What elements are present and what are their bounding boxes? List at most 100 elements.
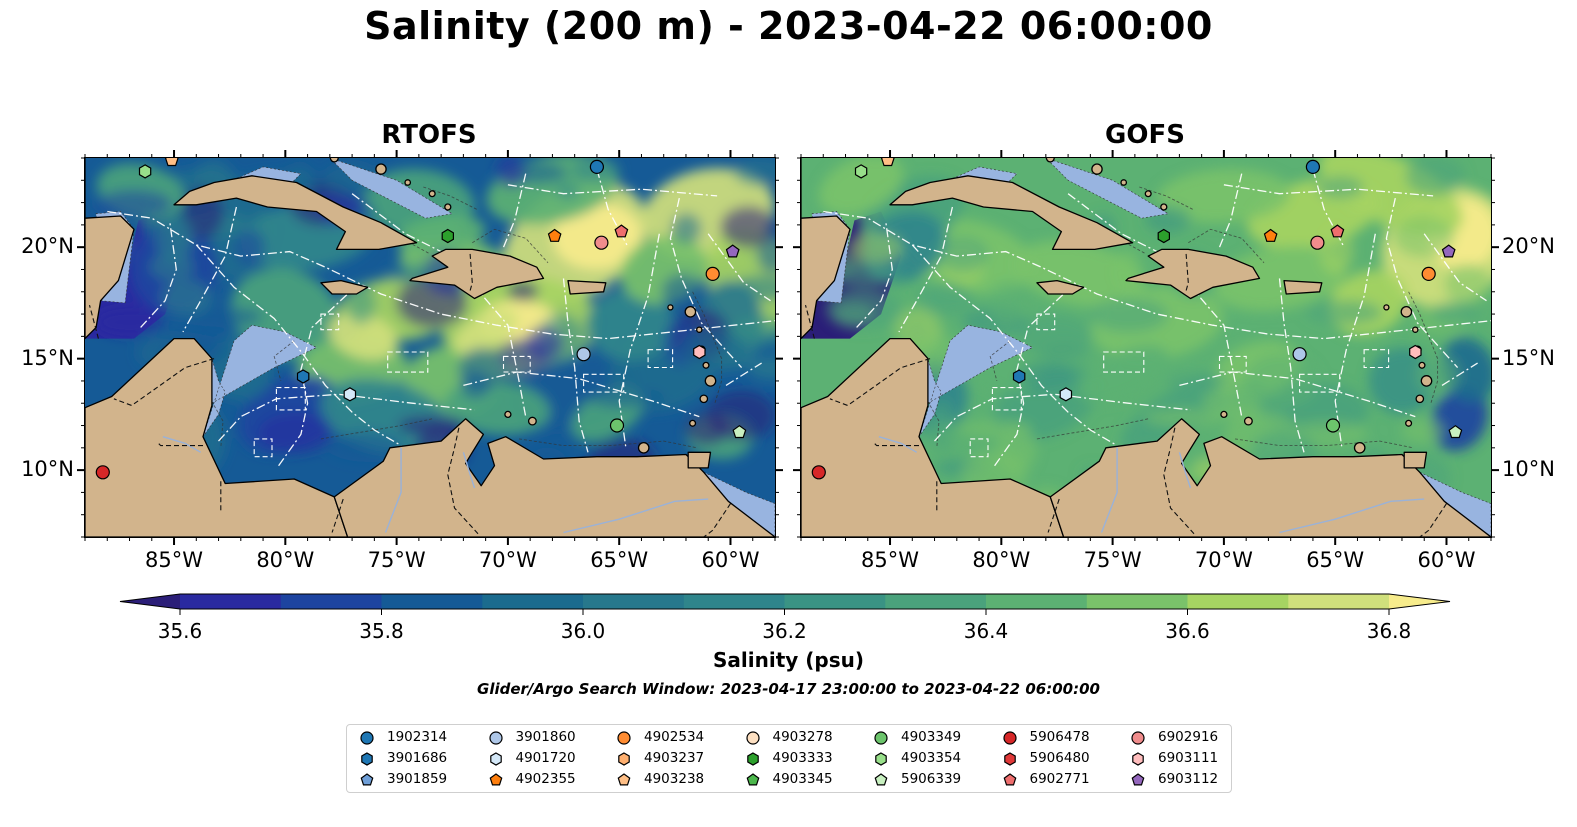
lon-tick-label: 65°W — [590, 548, 649, 572]
gofs-salinity-map — [800, 157, 1492, 538]
boundary-box — [583, 373, 625, 393]
salinity-eddy — [1157, 168, 1291, 223]
lon-tick-label: 80°W — [256, 548, 315, 572]
salinity-filament — [1017, 361, 1076, 392]
lon-tick-label: 70°W — [1194, 548, 1253, 572]
lat-tick-label: 20°N — [1502, 234, 1555, 259]
land-cuba — [173, 175, 418, 251]
float-marker-4903349 — [1325, 418, 1341, 433]
small-island — [1418, 361, 1426, 369]
country-border — [158, 443, 203, 447]
float-marker-4902534 — [705, 266, 720, 282]
lat-tick-label: 15°N — [21, 345, 74, 370]
lat-tick-label: 20°N — [21, 234, 74, 259]
bathymetry-contour — [989, 340, 1011, 382]
float-marker-1902314 — [589, 159, 604, 174]
salinity-filament — [720, 206, 775, 248]
legend-label: 6903111 — [1158, 750, 1219, 766]
salinity-filament — [1144, 408, 1223, 427]
float-marker-6903111 — [1409, 344, 1422, 360]
country-border — [469, 253, 473, 291]
lon-tick-label: 80°W — [972, 548, 1031, 572]
colorbar-tick-label: 35.6 — [157, 619, 203, 643]
boundary-line — [195, 244, 402, 447]
salinity-filament — [397, 415, 467, 436]
small-island — [1160, 203, 1168, 211]
boundary-box — [647, 349, 674, 369]
colorbar-tick-label: 35.8 — [359, 619, 404, 643]
circle-marker-icon — [874, 731, 888, 745]
float-legend: 1902314 3901686 3901859 3901860 4901720 49023… — [346, 724, 1232, 793]
boundary-box — [320, 313, 340, 331]
float-marker-3901860 — [1292, 347, 1307, 362]
bathymetry-contour — [1188, 228, 1265, 264]
bathymetry-contour — [472, 228, 549, 264]
float-marker-6902916 — [594, 235, 609, 250]
boundary-line — [618, 233, 660, 448]
hexagon-marker-icon — [1132, 752, 1144, 766]
country-border — [447, 427, 480, 536]
float-marker-5906478 — [811, 465, 826, 480]
salinity-filament — [936, 237, 989, 272]
boundary-box — [1036, 313, 1056, 331]
country-border — [1185, 253, 1189, 291]
map-canvas — [85, 158, 775, 537]
lon-tick-label: 85°W — [145, 548, 204, 572]
float-marker-6903111 — [693, 344, 706, 360]
salinity-filament — [496, 158, 526, 188]
float-marker-1902314 — [1305, 159, 1320, 174]
salinity-filament — [507, 280, 539, 302]
salinity-filament — [847, 232, 903, 264]
float-marker-3901686 — [296, 369, 310, 384]
legend-label: 5906339 — [901, 771, 962, 787]
colorbar-tick-label: 36.4 — [963, 619, 1009, 643]
lon-tick-label: 60°W — [701, 548, 760, 572]
boundary-line — [856, 220, 893, 328]
salinity-filament — [1113, 247, 1142, 294]
float-marker-5906339 — [732, 424, 747, 439]
boundary-box — [969, 438, 989, 458]
float-marker-6902916 — [1310, 235, 1325, 250]
legend-label: 3901859 — [387, 771, 448, 787]
salinity-filament — [756, 236, 775, 274]
small-island — [1091, 163, 1103, 175]
small-island — [689, 419, 697, 427]
land-hispaniola — [1125, 248, 1261, 300]
float-marker-4903354 — [138, 164, 152, 179]
boundary-line — [562, 278, 589, 453]
float-marker-4902355 — [547, 228, 562, 242]
colorbar-segment — [280, 594, 383, 609]
salinity-filament — [727, 316, 775, 346]
colorbar-segment — [885, 594, 987, 609]
lon-tick-label: 60°W — [1417, 548, 1476, 572]
small-island — [1412, 326, 1419, 333]
boundary-line — [1278, 278, 1305, 453]
colorbar-tick-label: 36.8 — [1366, 619, 1412, 643]
pentagon-marker-icon — [874, 773, 888, 786]
continental-shelf — [193, 324, 318, 437]
lon-tick-label: 75°W — [367, 548, 426, 572]
river — [1100, 447, 1118, 533]
small-island — [404, 179, 412, 186]
small-island — [444, 203, 452, 211]
float-marker-3901860 — [576, 347, 591, 362]
legend-label: 6903112 — [1158, 771, 1219, 787]
land-jamaica — [1036, 279, 1085, 295]
float-marker-6903112 — [1441, 244, 1456, 258]
continental-shelf — [1045, 158, 1170, 219]
land-yucatan — [85, 158, 135, 340]
bathymetry-contour — [1234, 438, 1414, 449]
country-border — [703, 503, 731, 537]
salinity-eddy — [1078, 345, 1170, 404]
salinity-filament — [680, 328, 744, 375]
country-border — [874, 443, 919, 447]
float-marker-5906478 — [95, 465, 110, 480]
salinity-filament — [327, 431, 403, 462]
salinity-filament — [1331, 285, 1361, 303]
salinity-filament — [258, 412, 334, 454]
boundary-line — [218, 393, 475, 442]
salinity-filament — [96, 189, 172, 219]
river — [384, 447, 402, 533]
pentagon-marker-icon — [746, 773, 759, 786]
small-island — [527, 416, 537, 426]
